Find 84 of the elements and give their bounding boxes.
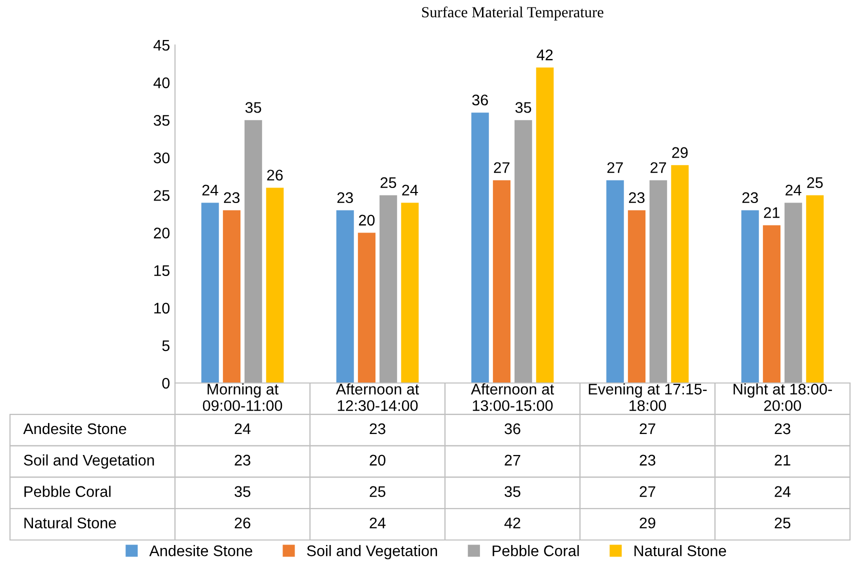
text: Natural Stone	[24, 517, 116, 528]
text: 25	[370, 486, 386, 497]
y-tick-label: 45	[154, 40, 170, 51]
data-label: 35	[245, 102, 262, 113]
data-label: 24	[202, 184, 218, 196]
text: 27	[640, 423, 656, 434]
y-tick-label: 0	[162, 378, 170, 389]
text: 24	[774, 486, 791, 497]
text: Soil and Vegetation	[24, 454, 154, 469]
text: Andesite Stone	[23, 422, 126, 434]
bar	[266, 188, 284, 383]
y-tick-label: 15	[154, 265, 170, 276]
data-label: 27	[607, 162, 623, 173]
text: 23	[370, 423, 386, 434]
text: 23	[774, 423, 790, 434]
text: 27	[640, 486, 656, 497]
text: Pebble Coral	[24, 486, 111, 497]
bar	[380, 195, 398, 383]
bar	[401, 202, 419, 383]
text: 42	[504, 518, 520, 528]
y-tick-label: 20	[154, 228, 170, 238]
y-tick-label: 35	[154, 114, 170, 126]
x-tick-label: Morning at 09:00-11:00	[202, 383, 282, 412]
data-label: 24	[402, 184, 418, 196]
x-tick-label: Afternoon at 12:30-14:00	[336, 383, 420, 412]
data-label: 26	[267, 170, 283, 181]
bar	[358, 232, 376, 383]
y-tick-label: 40	[154, 77, 170, 88]
text: 23	[640, 454, 656, 466]
bar	[336, 210, 354, 383]
bar	[514, 120, 532, 383]
bar	[201, 202, 219, 383]
x-tick-label: Afternoon at 13:00-15:00	[470, 383, 554, 412]
data-label: 23	[628, 192, 645, 204]
text: 27	[504, 454, 520, 466]
legend-label: Andesite Stone	[149, 545, 252, 556]
data-label: 27	[494, 162, 510, 173]
y-tick-label: 10	[154, 302, 170, 314]
chart-title: Surface Material Temperature	[422, 6, 604, 20]
text: 24	[370, 518, 386, 528]
data-label: 25	[380, 177, 396, 188]
text: 35	[234, 486, 250, 497]
text: 29	[640, 518, 656, 528]
data-label: 21	[764, 207, 780, 218]
data-label: 27	[650, 162, 666, 173]
bar	[536, 68, 554, 383]
bar	[650, 180, 668, 383]
data-label: 20	[358, 214, 375, 226]
text: 21	[774, 454, 790, 466]
y-tick-label: 5	[162, 340, 170, 352]
bar	[222, 210, 240, 383]
text: 36	[504, 423, 520, 434]
data-label: 24	[786, 184, 802, 196]
data-label: 25	[807, 177, 823, 188]
x-tick-label: Night at 18:00- 20:00	[734, 383, 832, 412]
data-label: 29	[672, 147, 688, 158]
data-label: 36	[472, 94, 488, 106]
bar	[762, 225, 780, 383]
data-label: 35	[515, 102, 532, 113]
bar	[741, 210, 759, 383]
text: 25	[774, 518, 790, 528]
text: 23	[234, 454, 250, 466]
y-tick-label: 30	[154, 152, 170, 164]
bar	[606, 180, 624, 383]
bar	[244, 120, 262, 383]
text: 24	[234, 423, 251, 434]
text: 26	[234, 518, 250, 528]
bar	[784, 202, 802, 383]
data-label: 23	[224, 192, 240, 204]
bar	[671, 165, 689, 383]
x-tick-label: Evening at 17:15- 18:00	[588, 383, 707, 412]
legend-label: Natural Stone	[634, 545, 726, 556]
legend-label: Soil and Vegetation	[307, 545, 438, 560]
bar	[471, 112, 489, 383]
data-label: 23	[337, 192, 353, 204]
bar	[806, 195, 824, 383]
bar	[628, 210, 646, 383]
legend-label: Pebble Coral	[492, 545, 579, 556]
data-label: 23	[742, 192, 758, 204]
text: 35	[504, 486, 520, 497]
data-label: 42	[536, 50, 553, 60]
y-tick-label: 25	[154, 190, 170, 201]
bar	[492, 180, 510, 383]
text: 20	[370, 454, 386, 466]
